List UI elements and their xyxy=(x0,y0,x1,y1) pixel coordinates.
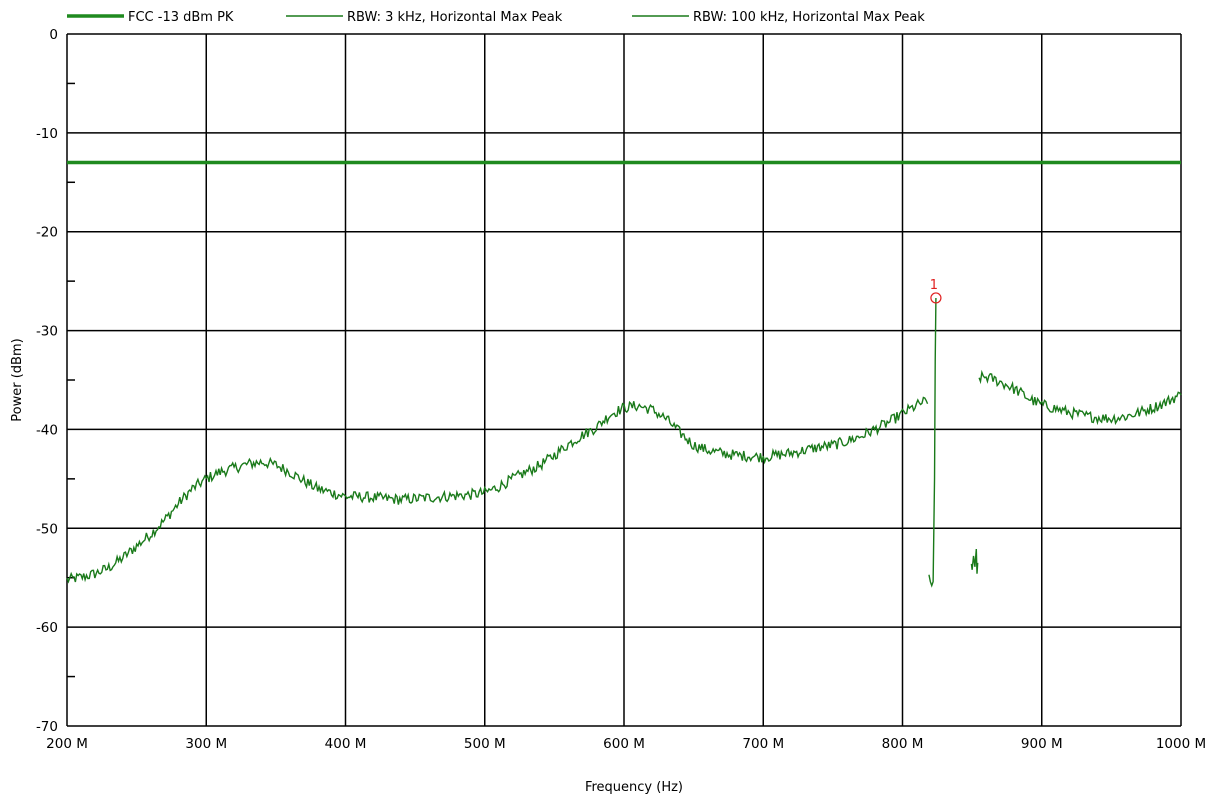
legend-label: FCC -13 dBm PK xyxy=(128,10,234,25)
rbw-100khz-trace-segment xyxy=(928,297,937,588)
marker-circle xyxy=(930,292,942,304)
markers: 1 xyxy=(930,278,942,304)
rbw-3khz-trace xyxy=(978,369,1182,426)
x-tick-label: 600 M xyxy=(603,736,645,752)
traces xyxy=(66,160,1182,588)
x-tick-label: 700 M xyxy=(742,736,784,752)
x-tick-label: 800 M xyxy=(882,736,924,752)
y-tick-label: -10 xyxy=(36,126,58,142)
x-tick-label: 400 M xyxy=(325,736,367,752)
x-tick-labels: 200 M 300 M 400 M 500 M 600 M 700 M 800 M 900 M… xyxy=(46,736,1206,752)
y-tick-labels: 0 -10 -20 -30 -40 -50 -60 -70 xyxy=(36,27,58,735)
minor-ticks xyxy=(67,82,75,678)
legend-label: RBW: 100 kHz, Horizontal Max Peak xyxy=(693,10,925,25)
x-tick-label: 300 M xyxy=(185,736,227,752)
y-axis-title: Power (dBm) xyxy=(10,338,25,421)
marker-label: 1 xyxy=(930,278,938,293)
x-tick-label: 900 M xyxy=(1021,736,1063,752)
y-tick-label: -50 xyxy=(36,521,58,537)
x-tick-label: 500 M xyxy=(464,736,506,752)
x-tick-label: 1000 M xyxy=(1156,736,1206,752)
x-tick-label: 200 M xyxy=(46,736,88,752)
rbw-100khz-trace-segment xyxy=(970,548,979,574)
legend: FCC -13 dBm PK RBW: 3 kHz, Horizontal Max… xyxy=(67,10,925,25)
y-tick-label: -40 xyxy=(36,422,58,438)
y-tick-label: -60 xyxy=(36,620,58,636)
rbw-3khz-trace xyxy=(66,396,929,584)
y-tick-label: -30 xyxy=(36,324,58,340)
grid xyxy=(66,33,1182,727)
y-tick-label: 0 xyxy=(49,27,58,43)
legend-label: RBW: 3 kHz, Horizontal Max Peak xyxy=(347,10,563,25)
y-tick-label: -20 xyxy=(36,225,58,241)
x-axis-title: Frequency (Hz) xyxy=(585,780,683,794)
y-tick-label: -70 xyxy=(36,719,58,735)
